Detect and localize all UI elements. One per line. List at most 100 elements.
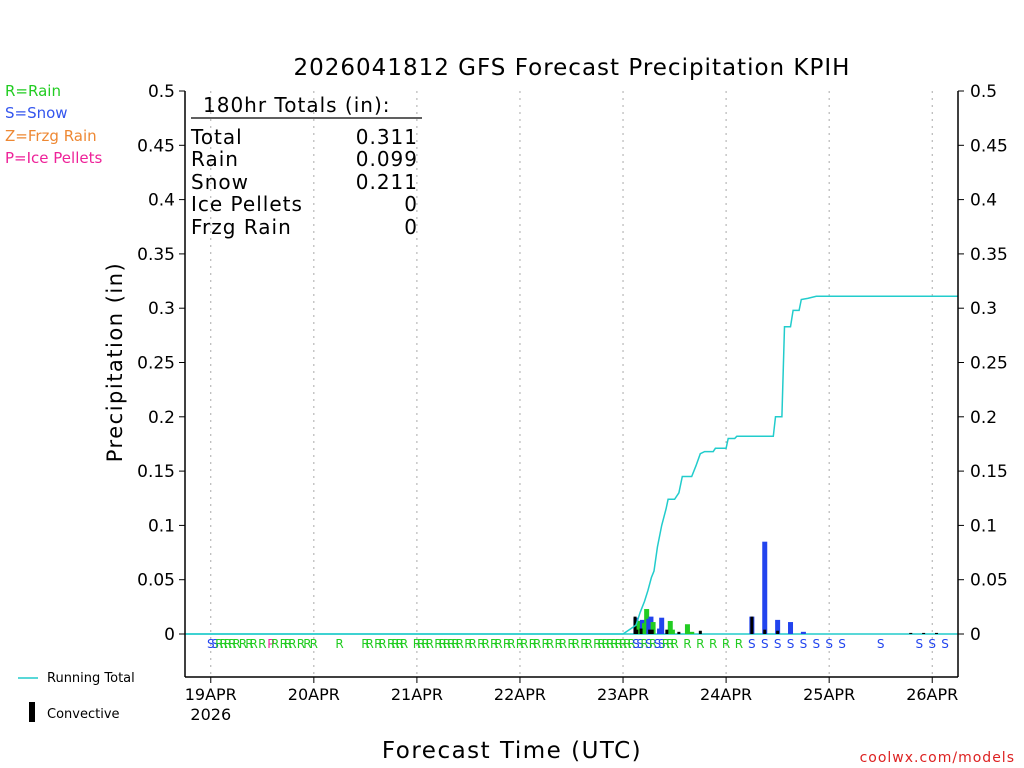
y-tick-label-left: 0.5 [148,82,175,102]
totals-value-snow: 0.211 [356,170,418,194]
precip-type-marker: R [567,637,575,651]
precip-type-marker: R [662,637,670,651]
precip-type-marker: R [335,637,343,651]
precip-type-marker: R [250,637,258,651]
convective-bar [639,628,643,634]
precip-type-marker: R [477,637,485,651]
y-tick-label-right: 0 [970,625,981,645]
precip-type-marker: R [529,637,537,651]
convective-bar [635,629,639,634]
precip-bar-rain [650,622,656,634]
precip-bar-snow [762,541,768,634]
totals-value-frzg-rain: 0 [404,215,418,239]
y-tick-label-right: 0.5 [970,82,997,102]
totals-box: 180hr Totals (in): Total 0.311 Rain 0.09… [190,93,422,239]
legend-frzg-rain: Z=Frzg Rain [5,127,97,145]
convective-bar [650,629,654,634]
precip-bar-rain [669,629,675,634]
y-tick-label-left: 0.4 [148,191,175,211]
precip-type-marker: R [520,637,528,651]
precip-type-marker: R [456,637,464,651]
precip-type-marker: R [361,637,369,651]
precip-type-marker: R [434,637,442,651]
y-tick-label-left: 0.45 [137,136,175,156]
precip-type-marker: R [580,637,588,651]
precip-type-marker: R [649,637,657,651]
precip-type-marker: R [494,637,502,651]
chart-title: 2026041812 GFS Forecast Precipitation KP… [294,55,851,81]
legend-ice-pellets: P=Ice Pellets [5,149,102,167]
precip-type-marker: R [572,637,580,651]
y-tick-label-right: 0.05 [970,571,1008,591]
precip-type-marker: R [228,637,236,651]
precip-type-marker: R [683,637,691,651]
precip-type-marker: R [280,637,288,651]
convective-bar [922,632,926,634]
precip-type-marker: R [271,637,279,651]
x-tick-label: 22APR [494,685,546,704]
convective-bar [648,629,652,634]
convective-bar [909,632,913,634]
totals-value-total: 0.311 [356,125,418,149]
precip-type-marker: R [615,637,623,651]
precip-type-marker: R [696,637,704,651]
precip-type-marker: R [421,637,429,651]
y-tick-label-right: 0.25 [970,354,1008,374]
precip-bar-snow [788,622,794,634]
precip-type-marker: R [597,637,605,651]
precip-type-marker: R [417,637,425,651]
precip-type-marker: R [447,637,455,651]
totals-header: 180hr Totals (in): [203,93,391,117]
gridlines [185,91,958,677]
precip-type-marker: R [709,637,717,651]
precip-type-marker: R [516,637,524,651]
precip-type-marker: S [800,637,808,651]
totals-label-rain: Rain [191,147,239,171]
y-tick-label-right: 0.45 [970,136,1008,156]
precip-type-marker: R [554,637,562,651]
precip-type-marker: R [481,637,489,651]
y-axis-label: Precipitation (in) [103,262,127,462]
precip-type-marker: R [670,637,678,651]
precip-type-marker: R [284,637,292,651]
y-axis-right: 0 0.05 0.1 0.15 0.2 0.25 0.3 0.35 0.4 0.45 0.5 [958,82,1008,645]
precip-type-marker: S [928,637,936,651]
convective-bar [665,629,669,634]
precip-type-marker: R [559,637,567,651]
precip-type-marker: S [941,637,949,651]
footer-credit: coolwx.com/models [860,750,1015,766]
precip-type-marker: R [606,637,614,651]
y-tick-label-right: 0.1 [970,516,997,536]
precip-type-marker: R [438,637,446,651]
convective-bar [763,629,767,634]
y-tick-label-left: 0 [164,625,175,645]
y-tick-label-right: 0.35 [970,245,1008,265]
precip-type-marker: R [666,637,674,651]
precip-type-marker: R [546,637,554,651]
precip-type-marker: R [627,637,635,651]
precip-bar-rain [689,631,695,634]
precip-type-marker: R [215,637,223,651]
y-tick-label-left: 0.35 [137,245,175,265]
x-tick-sublabel: 2026 [190,705,231,724]
precip-type-marker: R [507,637,515,651]
y-tick-label-left: 0.2 [148,408,175,428]
precip-type-marker: R [297,637,305,651]
precip-type-marker: R [469,637,477,651]
precip-type-marker: S [654,637,662,651]
precip-type-marker: R [533,637,541,651]
precip-type-marker: R [391,637,399,651]
precip-bar-snow [659,617,665,634]
precip-bar-rain [684,624,690,634]
precip-bar-snow [775,619,781,634]
precip-type-marker: R [503,637,511,651]
precip-type-marker: R [735,637,743,651]
precip-type-marker: S [761,637,769,651]
precip-bars [633,541,806,634]
y-axis-left: 0 0.05 0.1 0.15 0.2 0.25 0.3 0.35 0.4 0.45 0.5 [137,82,185,645]
precip-type-marker: R [374,637,382,651]
precip-type-marker: R [288,637,296,651]
x-tick-label: 23APR [597,685,649,704]
x-tick-label: 19APR [185,685,237,704]
